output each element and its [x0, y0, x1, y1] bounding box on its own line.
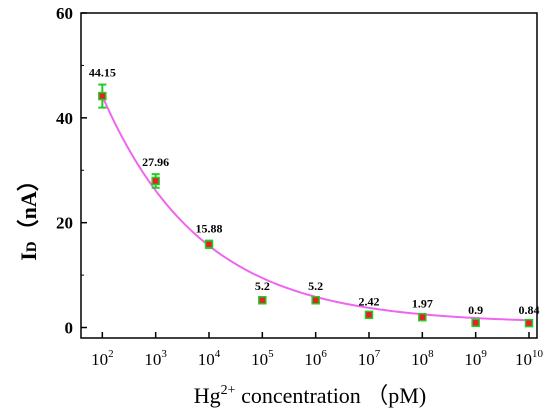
x-tick-label-8: 1010: [515, 348, 544, 369]
data-point-0: [98, 91, 107, 101]
data-labels-layer: 44.15 27.96 15.88 5.2 5.2 2.42 1.97 0.9 0.84: [89, 66, 540, 318]
data-label-3: 5.2: [255, 279, 270, 293]
y-tick-label-2: 40: [56, 109, 73, 128]
x-axis-label: Hg2+ concentration （pM): [194, 383, 426, 408]
data-label-1: 27.96: [142, 155, 169, 169]
data-point-8: [524, 318, 534, 328]
x-tick-label-0: 102: [91, 348, 114, 369]
x-tick-label-2: 104: [198, 348, 221, 369]
x-tick-label-7: 109: [464, 348, 487, 369]
x-tick-label-4: 106: [304, 348, 327, 369]
data-label-7: 0.9: [468, 303, 483, 317]
data-point-4: [311, 296, 320, 305]
plot-frame: [80, 12, 538, 339]
data-label-4: 5.2: [308, 279, 323, 293]
data-point-5: [364, 310, 374, 320]
data-point-2: [204, 240, 214, 249]
y-tick-label-1: 20: [56, 214, 73, 233]
y-tick-label-0: 0: [65, 319, 74, 338]
y-tick-label-3: 60: [56, 4, 73, 23]
x-tick-label-3: 105: [251, 348, 274, 369]
data-point-6: [418, 312, 427, 322]
data-point-3: [258, 296, 267, 305]
x-tick-label-5: 107: [358, 348, 381, 369]
data-points-layer: [98, 83, 534, 328]
data-point-7: [471, 318, 480, 328]
data-label-8: 0.84: [519, 303, 540, 317]
data-label-5: 2.42: [359, 294, 380, 308]
y-axis-label: ID（nA）: [16, 169, 41, 261]
x-tick-label-6: 108: [411, 348, 434, 369]
data-point-1: [151, 176, 160, 186]
x-tick-label-1: 103: [144, 348, 167, 369]
data-label-2: 15.88: [196, 222, 223, 236]
data-label-0: 44.15: [89, 66, 116, 80]
axes-layer: 0 20 40 60 102 103 104 105 106 107 108 109 1010: [56, 4, 544, 369]
data-label-6: 1.97: [412, 297, 433, 311]
